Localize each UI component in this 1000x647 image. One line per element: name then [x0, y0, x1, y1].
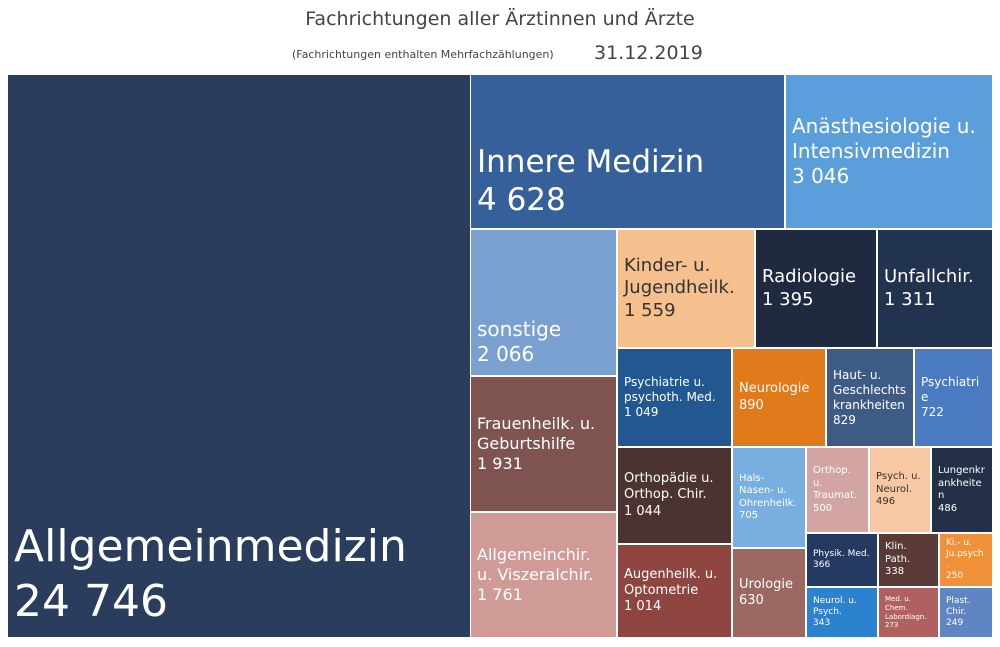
- tile: Physik. Med. 366: [807, 534, 877, 586]
- tile: Psych. u. Neurol. 496: [870, 448, 930, 532]
- tile: Orthopädie u. Orthop. Chir. 1 044: [618, 448, 731, 543]
- tile-label: Klin. Path.: [885, 541, 911, 565]
- tile-label: Radiologie: [762, 266, 857, 287]
- tile: Allgemeinchir. u. Viszeralchir. 1 761: [471, 513, 616, 637]
- tile: Neurologie 890: [733, 349, 825, 446]
- tile-value: 1 049: [624, 405, 659, 419]
- tile-value: 4 628: [477, 182, 566, 219]
- tile: Radiologie 1 395: [756, 230, 876, 347]
- tile-value: 1 761: [477, 585, 523, 604]
- tile-value: 24 746: [14, 576, 168, 627]
- tile-value: 366: [813, 560, 831, 570]
- tile-label: Augenheilk. u. Optometrie: [624, 566, 718, 598]
- tile-value: 496: [876, 496, 896, 508]
- tile: Innere Medizin 4 628: [471, 75, 784, 228]
- chart-date: 31.12.2019: [594, 42, 703, 64]
- tile: sonstige 2 066: [471, 230, 616, 375]
- tile-value: 1 559: [624, 299, 676, 321]
- tile-value: 722: [921, 405, 944, 419]
- tile: Anästhesiologie u. Intensivmedizin 3 046: [786, 75, 992, 228]
- tile-label: Frauenheilk. u. Geburtshilfe: [477, 414, 596, 453]
- tile-value: 705: [739, 510, 759, 521]
- tile-label: Orthopädie u. Orthop. Chir.: [624, 471, 714, 503]
- tile-label: Plast. Chir.: [946, 595, 971, 617]
- tile-label: Allgemeinmedizin: [14, 521, 407, 572]
- tile: Augenheilk. u. Optometrie 1 014: [618, 545, 731, 637]
- tile-value: 1 395: [762, 288, 814, 310]
- tile-label: Med. u. Chem. Labordiagn.: [885, 595, 927, 621]
- tile: Frauenheilk. u. Geburtshilfe 1 931: [471, 377, 616, 511]
- tile-value: 249: [946, 618, 964, 629]
- tile: Plast. Chir. 249: [940, 588, 992, 637]
- tile: Hals- Nasen- u. Ohrenheilk. 705: [733, 448, 805, 547]
- tile-value: 500: [813, 502, 833, 514]
- tile: Unfallchir. 1 311: [878, 230, 992, 347]
- tile-value: 250: [946, 571, 964, 582]
- tile-value: 1 014: [624, 599, 662, 615]
- tile-value: 630: [739, 593, 764, 608]
- tile-value: 338: [885, 566, 905, 578]
- tile-value: 343: [813, 618, 831, 629]
- tile-label: Haut- u. Geschlechtskrankheiten: [833, 367, 907, 412]
- tile-value: 1 044: [624, 503, 662, 519]
- tile-value: 273: [885, 621, 899, 630]
- tile-value: 1 311: [884, 288, 936, 310]
- tile-label: Innere Medizin: [477, 143, 705, 180]
- tile-label: Orthop. u. Traumat.: [813, 465, 858, 501]
- tile-label: Neurol. u. Psych.: [813, 595, 857, 617]
- tile-label: Neurologie: [739, 381, 810, 397]
- tile: Ki.- u. Ju.psych. 250: [940, 534, 992, 586]
- chart-subtitle: (Fachrichtungen enthalten Mehrfachzählun…: [292, 48, 554, 61]
- tile-label: Psychiatrie: [921, 375, 980, 404]
- tile-label: Psychiatrie u. psychoth. Med.: [624, 375, 716, 404]
- tile: Med. u. Chem. Labordiagn. 273: [879, 588, 938, 637]
- tile-value: 2 066: [477, 342, 535, 366]
- chart-title: Fachrichtungen aller Ärztinnen und Ärzte: [305, 8, 695, 30]
- tile: Psychiatrie 722: [915, 349, 992, 446]
- tile-label: Unfallchir.: [884, 266, 974, 287]
- tile: Orthop. u. Traumat. 500: [807, 448, 868, 532]
- tile-label: Urologie: [739, 576, 793, 592]
- tile: Klin. Path. 338: [879, 534, 938, 586]
- tile: Urologie 630: [733, 549, 805, 637]
- tile-value: 890: [739, 397, 764, 413]
- tile-value: 829: [833, 412, 856, 427]
- tile: Neurol. u. Psych. 343: [807, 588, 877, 637]
- tile-value: 3 046: [792, 164, 850, 188]
- tile: Lungenkrankheiten 486: [932, 448, 992, 532]
- tile: Kinder- u. Jugendheilk. 1 559: [618, 230, 754, 347]
- tile-label: Physik. Med.: [813, 548, 870, 559]
- tile-label: Hals- Nasen- u. Ohrenheilk.: [739, 472, 797, 509]
- tile-label: Ki.- u. Ju.psych.: [946, 537, 984, 571]
- tile-label: sonstige: [477, 317, 562, 341]
- tile-label: Psych. u. Neurol.: [876, 471, 921, 495]
- tile-label: Kinder- u. Jugendheilk.: [624, 254, 735, 299]
- tile: Haut- u. Geschlechtskrankheiten 829: [827, 349, 913, 446]
- tile-label: Anästhesiologie u. Intensivmedizin: [792, 114, 976, 163]
- tile-value: 1 931: [477, 454, 523, 473]
- tile: Allgemeinmedizin 24 746: [8, 75, 470, 637]
- tile-label: Lungenkrankheiten: [938, 465, 985, 501]
- tile: Psychiatrie u. psychoth. Med. 1 049: [618, 349, 731, 446]
- tile-label: Allgemeinchir. u. Viszeralchir.: [477, 545, 594, 584]
- tile-value: 486: [938, 502, 958, 514]
